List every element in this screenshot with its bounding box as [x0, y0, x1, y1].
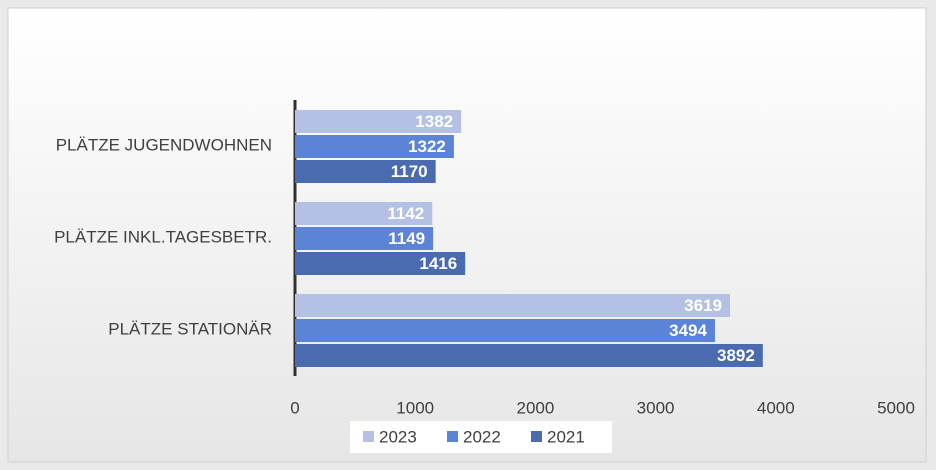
y-tick-label: PLÄTZE STATIONÄR — [108, 319, 272, 338]
legend-swatch — [531, 431, 542, 442]
data-label: 1382 — [415, 112, 453, 131]
bar — [295, 160, 436, 183]
x-tick-label: 3000 — [637, 398, 675, 417]
x-tick-label: 0 — [290, 398, 299, 417]
x-tick-label: 2000 — [516, 398, 554, 417]
bar — [295, 294, 731, 317]
legend-box — [350, 421, 612, 453]
data-label: 3892 — [717, 346, 755, 365]
legend-label: 2023 — [379, 427, 417, 446]
data-label: 1149 — [388, 229, 425, 248]
bar — [295, 319, 715, 342]
x-tick-label: 1000 — [396, 398, 434, 417]
bar — [295, 135, 454, 158]
y-tick-label: PLÄTZE JUGENDWOHNEN — [56, 135, 272, 154]
bar — [295, 252, 466, 275]
data-label: 3494 — [669, 321, 707, 340]
data-label: 1416 — [419, 254, 457, 273]
chart-area — [7, 7, 927, 463]
data-label: 3619 — [684, 296, 722, 315]
y-tick-label: PLÄTZE INKL.TAGESBETR. — [54, 227, 272, 246]
data-label: 1322 — [408, 137, 446, 156]
data-label: 1142 — [387, 204, 424, 223]
legend-label: 2021 — [547, 427, 585, 446]
x-tick-label: 4000 — [757, 398, 795, 417]
data-label: 1170 — [391, 162, 428, 181]
bar — [295, 110, 462, 133]
x-tick-label: 5000 — [877, 398, 915, 417]
legend-swatch — [363, 431, 374, 442]
bar — [295, 227, 434, 250]
legend-swatch — [447, 431, 458, 442]
bar — [295, 344, 763, 367]
bar — [295, 202, 433, 225]
legend-label: 2022 — [463, 427, 501, 446]
